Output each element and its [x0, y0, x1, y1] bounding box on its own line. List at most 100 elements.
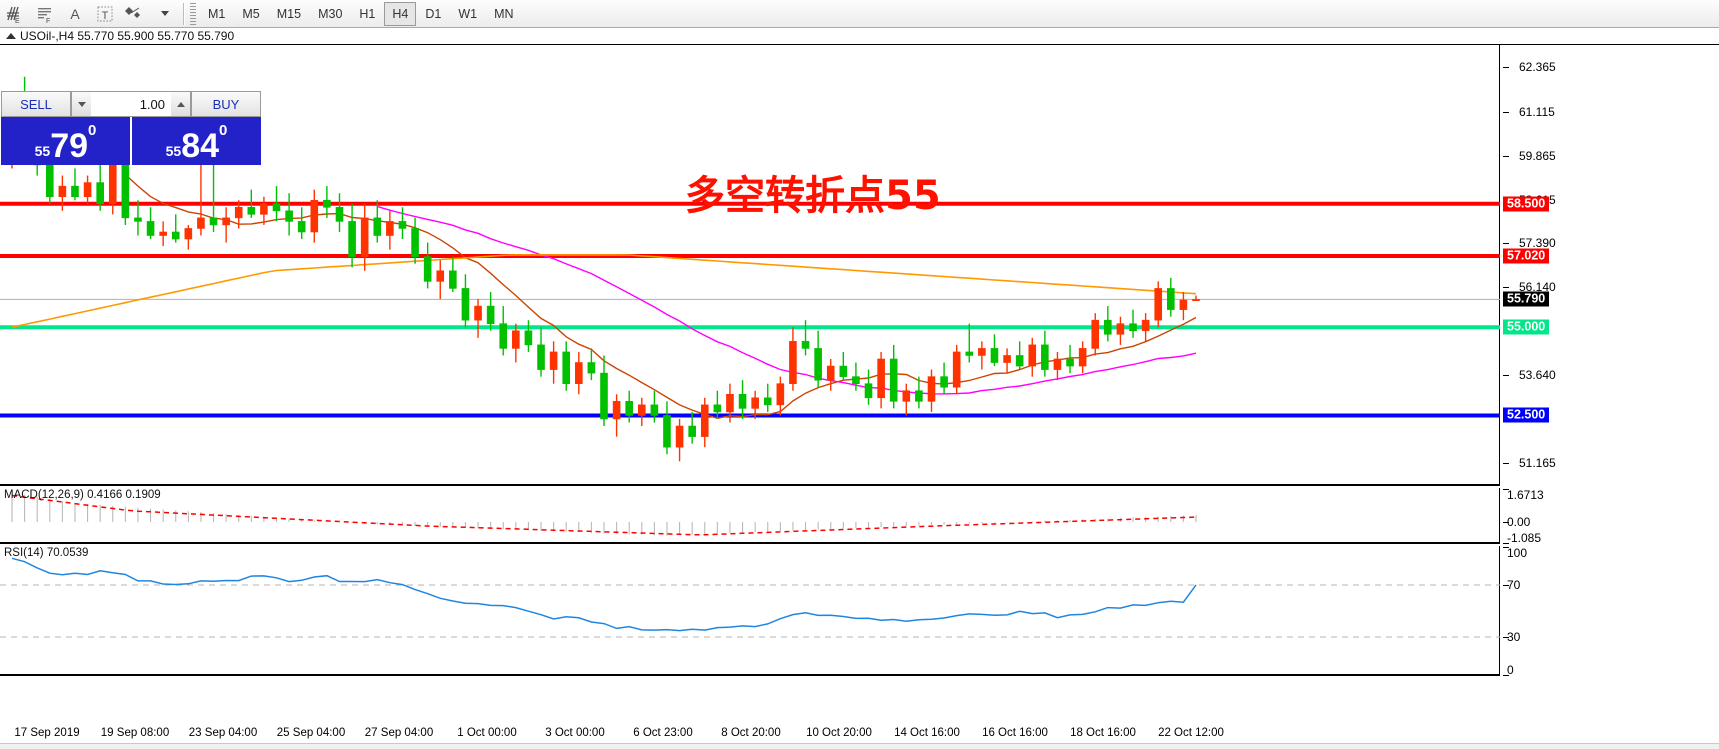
buy-button[interactable]: BUY	[191, 92, 260, 116]
price-tick	[1503, 67, 1509, 69]
time-axis-label: 25 Sep 04:00	[276, 727, 346, 739]
sell-button[interactable]: SELL	[2, 92, 71, 116]
timeframe-w1[interactable]: W1	[458, 6, 478, 21]
collapse-triangle-icon[interactable]	[6, 33, 16, 39]
spinner-down-icon[interactable]	[72, 92, 91, 116]
chevron-down-icon[interactable]	[150, 1, 180, 27]
text-tool-icon[interactable]: A	[60, 1, 90, 27]
timeframe-h1[interactable]: H1	[359, 6, 376, 21]
status-bar	[0, 743, 1719, 749]
rsi-chart-svg	[0, 557, 1500, 638]
sell-quote-prefix: 55	[34, 143, 51, 159]
volume-field-wrapper[interactable]: 1.00	[71, 92, 191, 116]
price-tick	[1503, 111, 1509, 113]
timeframe-m5[interactable]: M5	[242, 6, 260, 21]
toolbar-separator	[183, 2, 185, 25]
buy-quote[interactable]: 55 84 0	[132, 117, 261, 165]
macd-tick	[1503, 489, 1509, 490]
chart-annotation-text[interactable]: 多空转折点55	[685, 173, 941, 219]
objects-icon[interactable]	[120, 1, 150, 27]
quotes-row: 55 79 0 55 84 0	[1, 117, 261, 165]
time-axis-label: 17 Sep 2019	[14, 727, 80, 739]
macd-caption: MACD(12,26,9) 0.4166 0.1909	[4, 489, 161, 501]
rsi-caption: RSI(14) 70.0539	[4, 547, 89, 559]
price-tick	[1503, 462, 1509, 464]
timeframe-m30[interactable]: M30	[318, 6, 343, 21]
volume-input[interactable]: 1.00	[139, 96, 165, 112]
price-tick-label: 59.865	[1519, 148, 1556, 163]
spinner-up-icon[interactable]	[171, 92, 190, 116]
price-chip-58.500[interactable]: 58.500	[1503, 196, 1550, 212]
price-chip-55.000[interactable]: 55.000	[1503, 319, 1550, 335]
price-chip-57.020[interactable]: 57.020	[1503, 248, 1550, 264]
time-axis-label: 8 Oct 20:00	[721, 727, 781, 739]
timeframe-m15[interactable]: M15	[276, 6, 302, 21]
price-tick	[1503, 242, 1509, 244]
chart-area[interactable]: MACD(12,26,9) 0.4166 0.1909 RSI(14) 70.0…	[0, 44, 1719, 725]
buy-quote-prefix: 55	[165, 143, 182, 159]
macd-histogram	[11, 492, 1197, 536]
buy-quote-fraction: 0	[219, 122, 228, 139]
macd-pane[interactable]: MACD(12,26,9) 0.4166 0.1909	[0, 488, 1500, 544]
time-axis-label: 3 Oct 00:00	[545, 727, 605, 739]
price-axis[interactable]: 62.36561.11559.86558.61557.39056.14053.6…	[1501, 45, 1719, 486]
macd-tick-label: -1.085	[1507, 531, 1542, 545]
timeframe-mn[interactable]: MN	[494, 6, 514, 21]
macd-signal-line	[11, 494, 1197, 536]
ma-brown-line	[124, 174, 1197, 420]
indicators-icon[interactable]: E	[0, 1, 30, 27]
sell-quote[interactable]: 55 79 0	[1, 117, 130, 165]
svg-text:T: T	[102, 10, 109, 22]
time-axis-label: 14 Oct 16:00	[894, 727, 960, 739]
rsi-pane[interactable]: RSI(14) 70.0539	[0, 546, 1500, 676]
price-tick-label: 61.115	[1519, 104, 1555, 119]
rsi-axis: 100 70 30 0	[1501, 546, 1719, 677]
macd-axis: 1.6713 0.00 -1.085	[1501, 488, 1719, 545]
price-tick-label: 57.390	[1519, 235, 1556, 250]
time-axis-label: 16 Oct 16:00	[982, 727, 1048, 739]
time-axis-label: 19 Sep 08:00	[100, 727, 170, 739]
rsi-tick	[1503, 675, 1509, 676]
rsi-tick	[1503, 637, 1509, 638]
one-click-trading-panel[interactable]: SELL 1.00 BUY 55 79 0 55 84 0	[1, 91, 261, 165]
svg-text:F: F	[46, 18, 50, 25]
time-axis-label: 23 Sep 04:00	[188, 727, 258, 739]
rsi-tick-label: 30	[1507, 630, 1521, 644]
main-toolbar: E F A T M1 M5 M	[0, 0, 1719, 28]
price-tick	[1503, 375, 1509, 377]
timeframe-m1[interactable]: M1	[208, 6, 226, 21]
timeframe-h4[interactable]: H4	[384, 1, 417, 26]
price-chip-55.790[interactable]: 55.790	[1503, 291, 1550, 307]
buy-quote-main: 84	[181, 127, 220, 165]
sell-quote-fraction: 0	[88, 122, 97, 139]
rsi-tick-label: 100	[1507, 546, 1528, 560]
toolbar-grip[interactable]	[190, 2, 196, 25]
symbol-info-line: USOil-,H4 55.770 55.900 55.770 55.790	[0, 28, 1719, 44]
time-axis-label: 1 Oct 00:00	[457, 727, 517, 739]
price-tick-label: 53.640	[1519, 368, 1556, 383]
price-tick-label: 62.365	[1519, 60, 1556, 75]
timeframe-d1[interactable]: D1	[425, 6, 442, 21]
ma-magenta-line	[377, 205, 1197, 395]
symbol-ohlc-text: USOil-,H4 55.770 55.900 55.770 55.790	[20, 29, 235, 43]
rsi-tick-label: 70	[1507, 578, 1521, 592]
price-tick-label: 51.165	[1519, 455, 1556, 470]
time-axis-label: 22 Oct 12:00	[1158, 727, 1224, 739]
macd-tick-label: 0.00	[1507, 514, 1531, 529]
order-controls-row: SELL 1.00 BUY	[1, 91, 261, 117]
time-axis-label: 18 Oct 16:00	[1070, 727, 1136, 739]
rsi-line	[11, 557, 1197, 632]
macd-tick-label: 1.6713	[1507, 488, 1544, 502]
macd-chart-svg	[11, 492, 1197, 536]
svg-text:A: A	[70, 6, 80, 22]
macd-tick	[1503, 543, 1509, 544]
macd-tick	[1503, 521, 1509, 523]
price-chip-52.500[interactable]: 52.500	[1503, 407, 1550, 423]
price-tick	[1503, 287, 1509, 289]
ma-orange-line	[11, 254, 1197, 328]
price-chart-svg	[0, 76, 1500, 462]
price-tick	[1503, 155, 1509, 157]
text-label-icon[interactable]: T	[90, 1, 120, 27]
grid-icon[interactable]: F	[30, 1, 60, 27]
rsi-tick-label: 0	[1507, 663, 1514, 677]
